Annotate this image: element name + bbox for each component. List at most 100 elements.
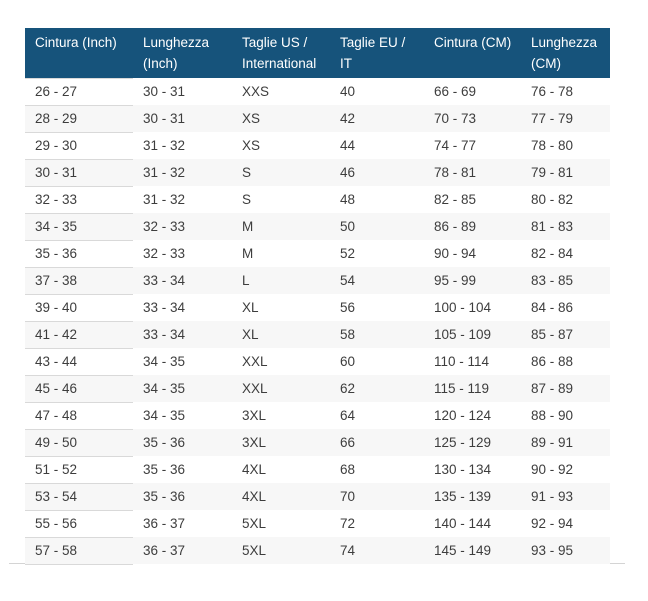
table-cell: 93 - 95 — [521, 537, 610, 564]
table-cell: 115 - 119 — [424, 375, 521, 402]
table-cell: 83 - 85 — [521, 267, 610, 294]
table-cell: S — [232, 159, 330, 186]
table-cell: 60 — [340, 353, 356, 369]
row-header-cell: 30 - 31 — [25, 159, 133, 187]
table-cell: 120 - 124 — [434, 407, 492, 423]
table-cell: 36 - 37 — [143, 515, 186, 531]
table-cell: 33 - 34 — [143, 299, 186, 315]
table-cell: 100 - 104 — [434, 299, 492, 315]
table-cell: 74 - 77 — [434, 137, 477, 153]
header-row: Cintura (Inch) Lunghezza (Inch) Taglie U… — [25, 28, 610, 79]
col-header-taglie-eu-it: Taglie EU / IT — [330, 28, 424, 78]
table-cell: 46 — [330, 159, 424, 186]
table-cell: XL — [232, 321, 330, 348]
table-cell: 32 - 33 — [133, 213, 232, 240]
table-cell: 85 - 87 — [521, 321, 610, 348]
size-chart-table: Cintura (Inch) Lunghezza (Inch) Taglie U… — [25, 28, 610, 565]
table-cell: 42 — [330, 105, 424, 132]
table-row: 37 - 38 33 - 34 L 54 95 - 99 83 - 85 — [25, 267, 610, 295]
table-row: 53 - 54 35 - 36 4XL 70 135 - 139 91 - 93 — [25, 483, 610, 511]
table-cell: 35 - 36 — [133, 429, 232, 456]
table-row: 49 - 50 35 - 36 3XL 66 125 - 129 89 - 91 — [25, 429, 610, 457]
col-header-lunghezza-cm: Lunghezza (CM) — [521, 28, 610, 78]
table-cell: 44 — [340, 137, 356, 153]
table-cell: 79 - 81 — [521, 159, 610, 186]
table-row: 26 - 27 30 - 31 XXS 40 66 - 69 76 - 78 — [25, 78, 610, 106]
row-header-cell: 57 - 58 — [25, 537, 133, 565]
table-cell: XS — [232, 105, 330, 132]
table-cell: 145 - 149 — [424, 537, 521, 564]
row-header-cell: 43 - 44 — [25, 348, 133, 376]
table-cell: 86 - 88 — [531, 353, 574, 369]
table-row: 30 - 31 31 - 32 S 46 78 - 81 79 - 81 — [25, 159, 610, 187]
row-header-cell: 47 - 48 — [25, 402, 133, 430]
table-cell: 84 - 86 — [531, 299, 574, 315]
table-cell: 50 — [330, 213, 424, 240]
table-cell: M — [242, 245, 254, 261]
table-cell: 92 - 94 — [531, 515, 574, 531]
content-area: Cintura (Inch) Lunghezza (Inch) Taglie U… — [9, 0, 625, 565]
table-cell: XXL — [242, 353, 268, 369]
row-header-cell: 45 - 46 — [25, 375, 133, 403]
table-cell: XXS — [242, 83, 270, 99]
table-cell: 32 - 33 — [143, 245, 186, 261]
table-cell: 31 - 32 — [143, 191, 186, 207]
table-cell: 78 - 80 — [531, 137, 574, 153]
table-cell: 89 - 91 — [521, 429, 610, 456]
table-cell: S — [242, 191, 252, 207]
row-header-cell: 32 - 33 — [25, 186, 133, 214]
table-cell: 130 - 134 — [434, 461, 492, 477]
header-label-line2: (CM) — [531, 56, 561, 71]
table-cell: 30 - 31 — [133, 105, 232, 132]
col-header-taglie-us-international: Taglie US / International — [232, 28, 330, 78]
header-label-line1: Taglie US / — [242, 35, 308, 50]
table-cell: 68 — [340, 461, 356, 477]
table-row: 51 - 52 35 - 36 4XL 68 130 - 134 90 - 92 — [25, 456, 610, 484]
header-label-line2: IT — [340, 56, 352, 71]
table-cell: 82 - 85 — [434, 191, 477, 207]
table-cell: 90 - 94 — [434, 245, 477, 261]
header-label-line1: Taglie EU / — [340, 35, 406, 50]
table-cell: 81 - 83 — [521, 213, 610, 240]
table-row: 32 - 33 31 - 32 S 48 82 - 85 80 - 82 — [25, 186, 610, 214]
header-label-line1: Lunghezza — [531, 35, 598, 50]
table-cell: 66 — [330, 429, 424, 456]
table-cell: 72 — [340, 515, 356, 531]
table-cell: 3XL — [242, 407, 267, 423]
row-header-cell: 51 - 52 — [25, 456, 133, 484]
row-header-cell: 28 - 29 — [25, 105, 133, 133]
table-cell: 125 - 129 — [424, 429, 521, 456]
table-cell: 34 - 35 — [143, 353, 186, 369]
table-row: 41 - 42 33 - 34 XL 58 105 - 109 85 - 87 — [25, 321, 610, 349]
header-label-line2: International — [242, 56, 317, 71]
table-row: 55 - 56 36 - 37 5XL 72 140 - 144 92 - 94 — [25, 510, 610, 538]
table-cell: XL — [242, 299, 259, 315]
table-row: 35 - 36 32 - 33 M 52 90 - 94 82 - 84 — [25, 240, 610, 268]
table-cell: 4XL — [242, 461, 267, 477]
table-cell: 52 — [340, 245, 356, 261]
table-cell: 95 - 99 — [424, 267, 521, 294]
table-cell: 77 - 79 — [521, 105, 610, 132]
table-row: 43 - 44 34 - 35 XXL 60 110 - 114 86 - 88 — [25, 348, 610, 376]
table-cell: 31 - 32 — [143, 137, 186, 153]
table-cell: L — [232, 267, 330, 294]
table-cell: 35 - 36 — [143, 461, 186, 477]
table-cell: 66 - 69 — [434, 83, 477, 99]
table-cell: 31 - 32 — [133, 159, 232, 186]
table-cell: 140 - 144 — [434, 515, 492, 531]
table-cell: 40 — [340, 83, 356, 99]
table-row: 28 - 29 30 - 31 XS 42 70 - 73 77 - 79 — [25, 105, 610, 133]
table-cell: 33 - 34 — [133, 267, 232, 294]
header-label-line1: Cintura (CM) — [434, 35, 512, 50]
table-cell: 76 - 78 — [531, 83, 574, 99]
table-row: 57 - 58 36 - 37 5XL 74 145 - 149 93 - 95 — [25, 537, 610, 565]
row-header-cell: 49 - 50 — [25, 429, 133, 457]
col-header-lunghezza-inch: Lunghezza (Inch) — [133, 28, 232, 78]
table-cell: 70 - 73 — [424, 105, 521, 132]
table-row: 39 - 40 33 - 34 XL 56 100 - 104 84 - 86 — [25, 294, 610, 322]
table-cell: 54 — [330, 267, 424, 294]
col-header-cintura-cm: Cintura (CM) — [424, 28, 521, 78]
row-header-cell: 29 - 30 — [25, 132, 133, 160]
table-cell: 64 — [340, 407, 356, 423]
